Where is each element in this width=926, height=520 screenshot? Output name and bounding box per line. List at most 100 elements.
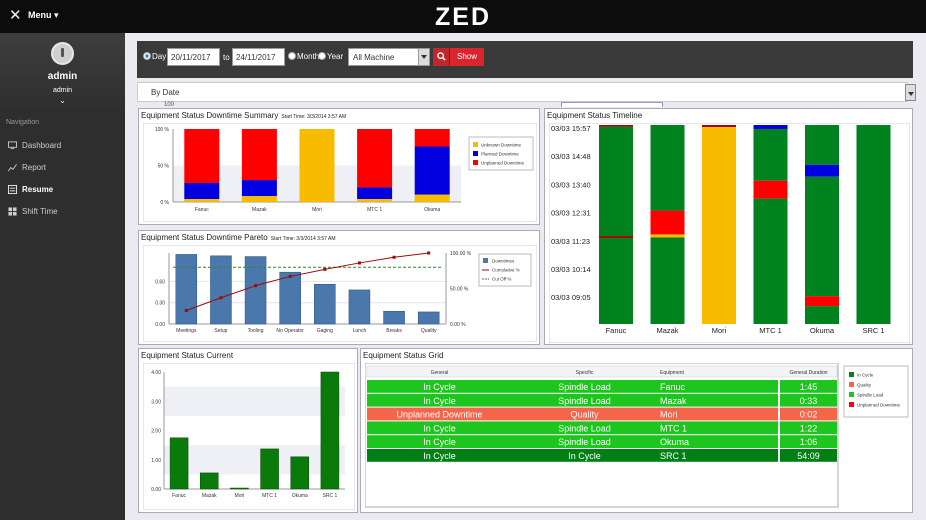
cumulative-point <box>184 309 188 313</box>
timeline-segment <box>753 198 788 324</box>
sidebar-item-dashboard[interactable]: Dashboard <box>0 136 125 156</box>
top-bar: ✕ Menu ▾ ZED <box>0 0 926 33</box>
x-tick-label: Lunch <box>353 328 367 334</box>
dropdown-arrow-icon[interactable] <box>905 84 916 101</box>
status-timeline-chart: 03/03 15:57 03/03 14:48 03/03 13:40 03/03 1… <box>549 123 910 343</box>
x-tick-label: Quality <box>421 328 437 334</box>
chevron-down-icon[interactable]: ⌄ <box>59 96 66 105</box>
to-date-input[interactable]: 24/11/2017 <box>232 48 285 66</box>
status-grid-panel: Equipment Status Grid General Specific Equ… <box>360 348 913 513</box>
y-tick-label: 4.00 <box>151 370 161 376</box>
x-tick-label: No Operator <box>276 328 304 334</box>
column-header: Specific <box>576 370 594 376</box>
machine-select-value: All Machine <box>353 53 395 62</box>
grid-cell-text: In Cycle <box>568 451 601 461</box>
grid-cell-text: Fanuc <box>660 382 686 392</box>
pareto-title: Equipment Status Downtime Pareto <box>141 233 268 242</box>
bar <box>290 456 309 490</box>
y2-tick-label: 50.00 % <box>450 287 469 293</box>
avatar[interactable] <box>51 42 74 65</box>
legend-swatch <box>849 392 854 397</box>
y-tick-label: 03/03 15:57 <box>551 124 591 133</box>
grid-cell <box>657 449 778 462</box>
panel-title: Equipment Status Downtime Summary Start T… <box>141 111 346 120</box>
panel-title: Equipment Status Downtime Pareto Start Ti… <box>141 233 336 242</box>
panel-title: Equipment Status Timeline <box>547 111 643 120</box>
month-label: Month <box>297 52 320 61</box>
legend-label: In Cycle <box>857 373 874 378</box>
bar-segment <box>241 180 277 197</box>
year-label: Year <box>327 52 344 61</box>
show-button[interactable]: Show <box>450 48 484 66</box>
from-date-input[interactable]: 20/11/2017 <box>167 48 220 66</box>
line-chart-icon <box>8 164 17 172</box>
day-radio[interactable]: Day <box>143 52 166 61</box>
legend-swatch <box>849 382 854 387</box>
y-tick-label: 3.00 <box>151 399 161 405</box>
bar <box>348 289 371 325</box>
bar <box>279 271 301 325</box>
bar-segment <box>357 187 393 200</box>
timeline-segment <box>599 236 633 239</box>
legend-swatch <box>473 142 478 147</box>
legend-label: Unplanned Downtime <box>857 403 901 408</box>
x-tick-label: Okuma <box>292 493 308 499</box>
bar <box>200 472 219 490</box>
x-tick-label: Mori <box>235 493 245 499</box>
legend-swatch <box>849 402 854 407</box>
timeline-segment <box>805 176 839 297</box>
chart-frame <box>143 245 537 342</box>
x-tick-label: Mori <box>712 326 727 335</box>
grid-cell-text: Spindle Load <box>558 382 611 392</box>
grid-cell-text: 1:45 <box>800 382 818 392</box>
grid-cell-text: Okuma <box>660 437 689 447</box>
search-button[interactable] <box>433 48 449 66</box>
x-tick-label: SRC 1 <box>862 326 884 335</box>
x-tick-label: Breaks <box>386 328 402 334</box>
timeline-segment <box>805 296 839 307</box>
legend <box>843 365 909 418</box>
column-header: General Duration <box>789 370 827 376</box>
sidebar-item-shift-time[interactable]: Shift Time <box>0 202 125 222</box>
bar-segment <box>241 129 277 181</box>
machine-select[interactable]: All Machine <box>348 48 430 66</box>
y-tick-label: 1.00 <box>151 458 161 464</box>
grid-cell <box>657 407 778 421</box>
sidebar-item-label: Report <box>22 163 47 172</box>
y-tick-label: 03/03 13:40 <box>551 180 591 189</box>
filter-bar: Day 20/11/2017 to 24/11/2017 Month Year … <box>137 41 913 78</box>
user-box: admin admin ⌄ <box>0 33 125 113</box>
downtime-summary-panel: Equipment Status Downtime Summary Start T… <box>138 108 540 225</box>
panel-title: Equipment Status Current <box>141 351 234 360</box>
bar-segment <box>299 129 335 202</box>
y-tick-label: 03/03 11:23 <box>551 237 590 246</box>
menu-button[interactable]: Menu ▾ <box>28 10 59 20</box>
grid-cell <box>657 380 778 393</box>
timeline-segment <box>805 306 839 324</box>
legend-label: Planned Downtime <box>481 152 519 157</box>
dropdown-arrow-icon[interactable] <box>418 49 429 65</box>
sidebar-item-resume[interactable]: Resume <box>0 180 125 200</box>
sidebar-item-report[interactable]: Report <box>0 158 125 178</box>
grid-cell <box>512 449 657 462</box>
legend-swatch <box>849 372 854 377</box>
month-radio[interactable]: Month <box>288 52 319 61</box>
cumulative-point <box>427 251 431 255</box>
close-icon[interactable]: ✕ <box>9 7 22 24</box>
user-name: admin <box>47 71 78 82</box>
radio-icon <box>288 52 296 60</box>
timeline-segment <box>650 237 685 324</box>
group-by-select[interactable]: By Date <box>137 82 916 102</box>
year-radio[interactable]: Year <box>318 52 343 61</box>
timeline-segment <box>753 180 788 199</box>
app-logo: ZED <box>435 3 491 31</box>
cumulative-point <box>219 296 223 300</box>
x-tick-label: Setup <box>214 328 227 334</box>
timeline-segment <box>650 210 685 235</box>
cumulative-point <box>288 274 292 278</box>
grid-cell-text: In Cycle <box>423 423 456 433</box>
grid-cell <box>512 380 657 393</box>
timeline-segment <box>599 238 633 324</box>
grid-cell <box>780 393 837 407</box>
timeline-segment <box>599 125 633 127</box>
